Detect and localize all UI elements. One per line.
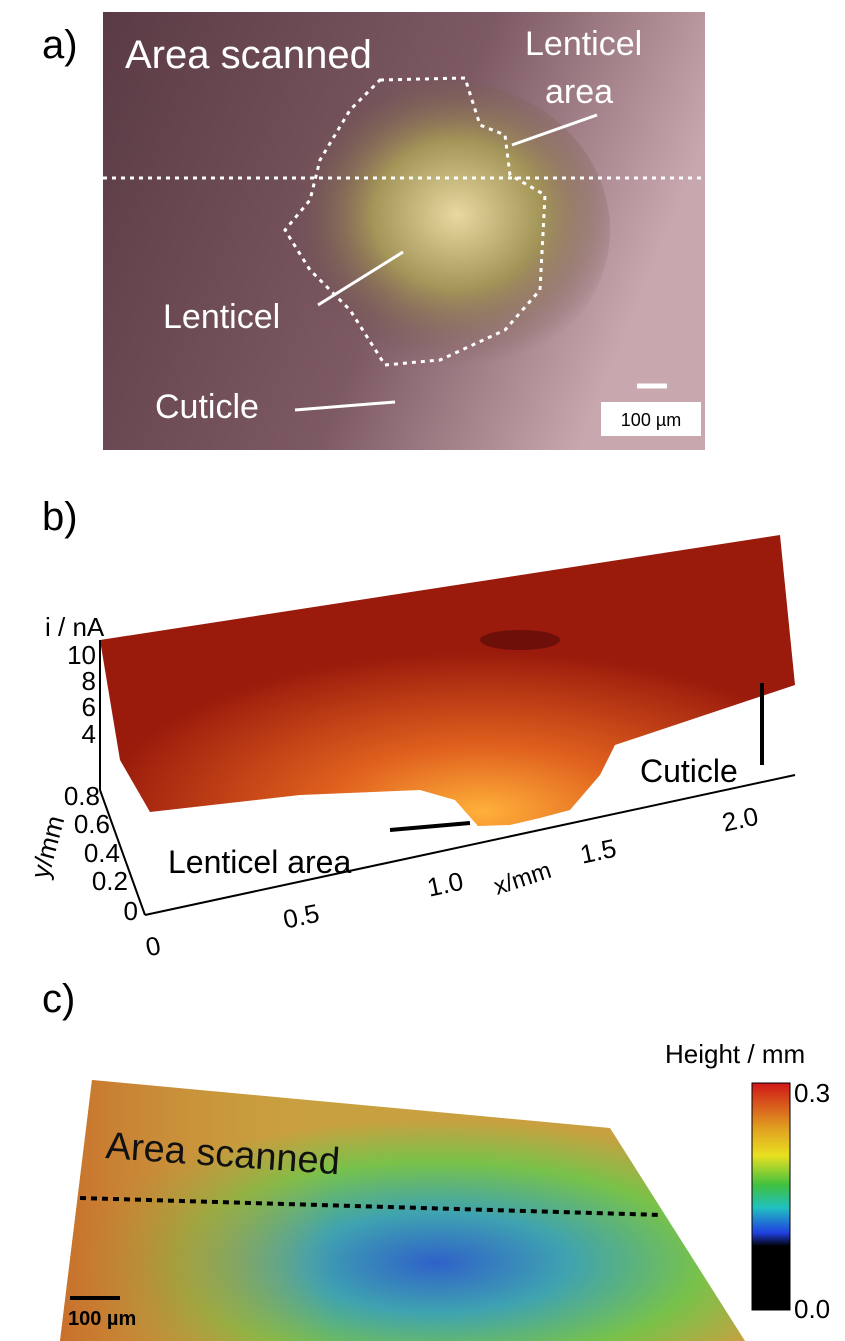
figure: a) Area scanned Lenticel area Lenticel C…	[0, 0, 845, 1341]
annotation: Lenticel area	[168, 844, 351, 880]
annotation: Area scanned	[125, 33, 372, 77]
colorbar	[752, 1083, 790, 1310]
annotation: Cuticle	[640, 753, 738, 789]
height-map-edge	[60, 1080, 745, 1341]
panel-label: b)	[42, 495, 78, 539]
tick-label: 0.6	[74, 809, 110, 839]
panel-label: a)	[42, 23, 78, 67]
axis-label: x/mm	[491, 857, 555, 901]
tick-label: 1.5	[577, 833, 619, 870]
tick-label: 0.8	[64, 781, 100, 811]
tick-label: 0.2	[92, 866, 128, 896]
axis-label: i / nA	[45, 612, 105, 642]
panel-label: c)	[42, 977, 75, 1021]
tick-label: 0	[124, 896, 138, 926]
tick-label: 2.0	[719, 801, 761, 838]
tick-label: 0.4	[84, 838, 120, 868]
tick-label: 6	[82, 692, 96, 722]
colorbar-tick: 0.3	[794, 1078, 830, 1108]
annotation: area	[545, 73, 613, 111]
tick-label: 4	[82, 719, 96, 749]
annotation: Lenticel	[525, 25, 642, 63]
axis-label: y/mm	[25, 812, 70, 881]
pointer	[390, 823, 470, 830]
lenticel-region	[270, 80, 610, 380]
colorbar-title: Height / mm	[665, 1039, 805, 1069]
tick-label: 0	[143, 930, 163, 962]
annotation: Lenticel	[163, 298, 280, 336]
surface-shadow	[480, 630, 560, 650]
scale-label: 100 µm	[621, 410, 681, 430]
tick-label: 0.5	[280, 898, 322, 935]
colorbar-tick: 0.0	[794, 1294, 830, 1324]
tick-label: 1.0	[424, 866, 466, 903]
annotation: Cuticle	[155, 388, 259, 426]
scale-label: 100 µm	[68, 1308, 136, 1330]
